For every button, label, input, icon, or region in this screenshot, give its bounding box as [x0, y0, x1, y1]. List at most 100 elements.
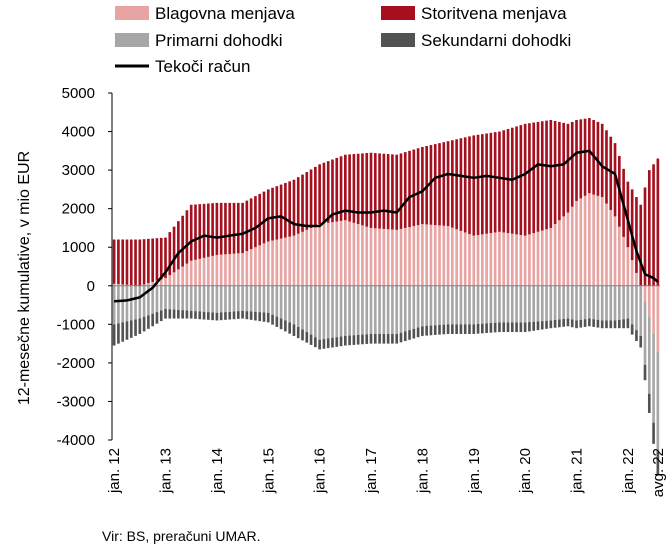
bar-primary-income: [421, 285, 424, 327]
bar-primary-income: [412, 285, 416, 329]
bar-primary-income: [403, 285, 407, 332]
bar-goods: [528, 234, 531, 286]
bar-goods: [241, 253, 244, 286]
bar-primary-income: [151, 285, 154, 314]
bar-secondary-income: [635, 330, 638, 342]
bar-primary-income: [296, 285, 300, 327]
x-tick-label: jan. 17: [363, 448, 380, 494]
bar-primary-income: [305, 285, 309, 333]
bar-services: [301, 174, 304, 232]
bar-services: [459, 138, 463, 231]
bar-secondary-income: [600, 320, 604, 329]
bar-goods: [361, 225, 364, 286]
bar-services: [245, 200, 249, 252]
bar-secondary-income: [489, 323, 493, 333]
bar-primary-income: [258, 285, 262, 313]
bar-services: [219, 202, 223, 255]
bar-primary-income: [540, 285, 544, 322]
bar-goods: [326, 222, 330, 286]
bar-primary-income: [292, 285, 296, 325]
bar-services: [553, 120, 557, 225]
bar-goods: [515, 234, 518, 286]
bar-services: [331, 159, 334, 223]
bar-goods: [249, 249, 253, 286]
bar-goods: [540, 230, 544, 286]
bar-primary-income: [588, 285, 591, 319]
bar-goods: [207, 256, 210, 286]
bar-secondary-income: [451, 324, 454, 334]
bar-goods: [588, 193, 591, 286]
bar-services: [626, 181, 630, 248]
bar-secondary-income: [211, 312, 214, 321]
bar-secondary-income: [575, 320, 578, 329]
bar-primary-income: [596, 285, 600, 320]
bar-primary-income: [322, 285, 326, 340]
bar-secondary-income: [588, 318, 591, 327]
bar-goods: [266, 241, 270, 286]
bar-primary-income: [583, 285, 587, 320]
legend-label-secondary-income: Sekundarni dohodki: [421, 31, 571, 50]
bar-secondary-income: [438, 324, 441, 335]
bar-secondary-income: [579, 319, 583, 328]
bars: [112, 118, 660, 475]
bar-goods: [386, 229, 390, 286]
x-tick-label: jan. 22: [620, 448, 637, 494]
bar-services: [142, 239, 146, 285]
bar-services: [215, 202, 219, 255]
bar-primary-income: [429, 285, 433, 326]
bar-services: [566, 123, 570, 213]
bar-services: [408, 150, 411, 227]
bar-secondary-income: [138, 318, 142, 334]
bar-services: [635, 197, 638, 273]
bar-goods: [121, 284, 125, 286]
bar-services: [605, 130, 608, 204]
bar-secondary-income: [485, 323, 488, 334]
bar-primary-income: [463, 285, 467, 325]
bar-secondary-income: [369, 333, 373, 344]
bar-primary-income: [224, 285, 227, 313]
bar-secondary-income: [455, 324, 458, 334]
bar-secondary-income: [519, 322, 523, 333]
bar-goods: [284, 237, 287, 286]
bar-goods: [553, 224, 557, 286]
bar-goods: [583, 195, 587, 286]
bar-secondary-income: [318, 339, 321, 350]
bar-services: [168, 232, 172, 276]
bar-secondary-income: [570, 319, 574, 328]
bar-goods: [489, 233, 493, 286]
current-account-line: [114, 149, 659, 303]
bar-primary-income: [425, 285, 428, 326]
bar-goods: [532, 233, 536, 286]
bar-goods: [579, 198, 583, 286]
bar-secondary-income: [194, 311, 197, 319]
bar-goods: [463, 232, 467, 286]
bar-primary-income: [498, 285, 501, 323]
bar-primary-income: [245, 285, 249, 312]
bar-secondary-income: [403, 331, 407, 342]
bar-services: [472, 135, 476, 236]
bar-primary-income: [279, 285, 283, 319]
bar-secondary-income: [656, 451, 660, 475]
bar-secondary-income: [493, 322, 497, 333]
legend-label-services: Storitvena menjava: [421, 4, 567, 23]
bar-primary-income: [198, 285, 202, 312]
bar-primary-income: [545, 285, 548, 321]
bar-goods: [356, 224, 360, 286]
bar-secondary-income: [472, 324, 476, 334]
bar-primary-income: [622, 285, 625, 320]
bar-primary-income: [532, 285, 536, 322]
bar-goods: [309, 227, 313, 286]
bar-services: [532, 122, 536, 234]
bar-goods: [318, 224, 321, 286]
x-tick-label: jan. 19: [466, 448, 483, 494]
bar-services: [258, 193, 262, 246]
bar-goods: [408, 226, 411, 286]
bar-primary-income: [386, 285, 390, 334]
bar-primary-income: [566, 285, 570, 319]
bar-secondary-income: [228, 311, 232, 320]
bar-services: [147, 238, 150, 284]
bar-services: [609, 136, 613, 210]
bar-primary-income: [254, 285, 257, 312]
legend: Blagovna menjava Storitvena menjava Prim…: [115, 4, 571, 76]
